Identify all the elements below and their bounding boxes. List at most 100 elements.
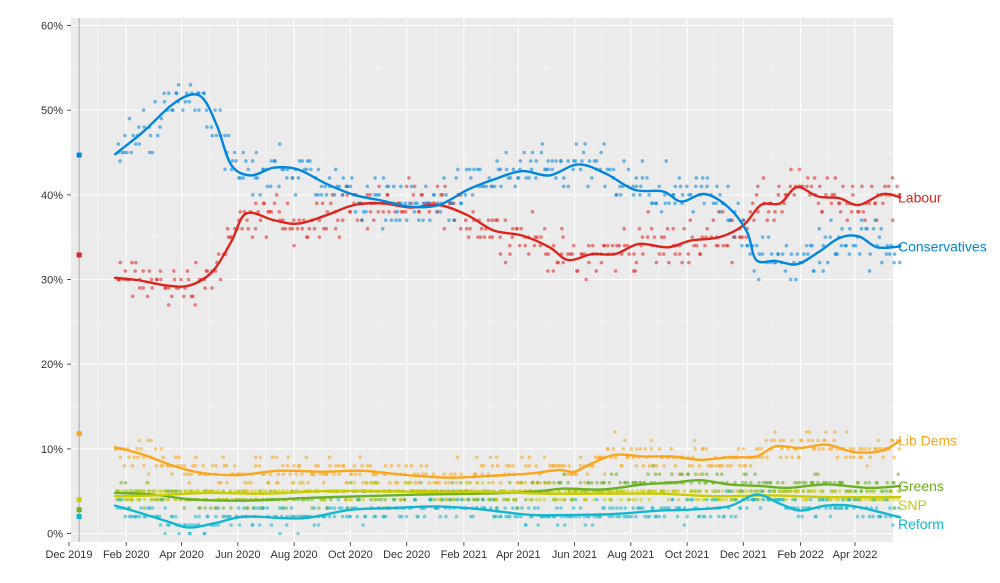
poll-point [690,235,695,239]
poll-point [649,447,654,451]
poll-point [333,463,338,468]
poll-point [886,184,891,189]
poll-point [534,159,539,163]
x-tick-label: Jun 2020 [215,549,260,561]
poll-point [459,497,464,502]
poll-point [591,463,595,468]
poll-point [583,142,587,146]
poll-point [508,514,512,519]
poll-point [504,150,509,155]
poll-point [682,489,687,493]
poll-point [578,480,583,485]
poll-point [859,455,864,460]
poll-point [689,489,694,493]
poll-point [573,497,578,502]
poll-point [373,176,377,180]
poll-point [161,455,166,460]
x-tick-label: Dec 2020 [383,549,430,561]
poll-point [142,125,147,129]
poll-point [417,209,421,214]
poll-point [603,184,607,189]
poll-point [130,260,134,265]
poll-point [555,523,560,527]
poll-point [697,480,702,485]
poll-point [553,463,558,468]
poll-point [574,472,579,477]
poll-point [381,209,385,214]
poll-point [618,184,622,189]
poll-point [631,184,635,189]
poll-point [523,480,528,485]
poll-point [659,209,664,214]
poll-point [309,167,313,172]
poll-point [867,447,872,451]
poll-point [135,497,140,502]
poll-point [801,489,806,493]
poll-point [276,480,280,485]
poll-point [216,252,221,256]
poll-point [558,480,563,485]
poll-point [364,480,368,485]
poll-point [369,497,373,502]
poll-point [546,159,550,163]
poll-point [659,235,664,239]
poll-point [857,252,862,256]
poll-point [403,209,408,214]
poll-point [538,497,542,502]
x-tick-label: Feb 2022 [777,549,823,561]
poll-point [324,472,329,477]
poll-point [147,269,152,273]
poll-point [625,480,630,485]
poll-point [412,184,417,189]
poll-point [427,480,432,485]
poll-point [443,480,448,485]
poll-point [528,159,533,163]
poll-point [717,514,721,519]
trend-line-greens [113,478,902,502]
poll-point [400,514,404,519]
poll-point [122,150,127,155]
poll-point [288,226,292,231]
poll-point [448,497,452,502]
poll-point [499,184,503,189]
poll-point [824,430,828,434]
poll-point [551,269,556,273]
poll-point [645,514,650,519]
poll-point [705,176,710,180]
poll-point [820,497,825,502]
poll-point [123,269,128,273]
poll-point [643,514,647,519]
poll-point [861,514,865,519]
poll-point [752,269,756,273]
poll-point [146,480,150,485]
poll-point [435,480,440,485]
poll-point [225,226,230,231]
poll-point [155,497,159,502]
poll-point [336,497,341,502]
poll-point [623,438,627,443]
poll-point [745,243,750,248]
poll-point [571,167,575,172]
poll-point [344,480,349,485]
poll-point [867,480,872,485]
poll-point [853,497,857,502]
poll-point [503,260,508,265]
poll-point [421,201,426,206]
poll-point [417,218,421,223]
poll-point [634,260,639,265]
poll-point [653,489,658,493]
poll-point [347,514,352,519]
poll-point [650,489,654,493]
poll-point [874,480,879,485]
poll-point [502,497,506,502]
poll-point [459,472,464,477]
poll-point [228,514,232,519]
poll-point [258,218,263,223]
poll-point [566,472,571,477]
poll-point [510,226,515,231]
poll-point [843,243,848,248]
poll-point [348,480,353,485]
poll-point [744,480,748,485]
poll-point [344,497,348,502]
poll-point [700,472,705,477]
